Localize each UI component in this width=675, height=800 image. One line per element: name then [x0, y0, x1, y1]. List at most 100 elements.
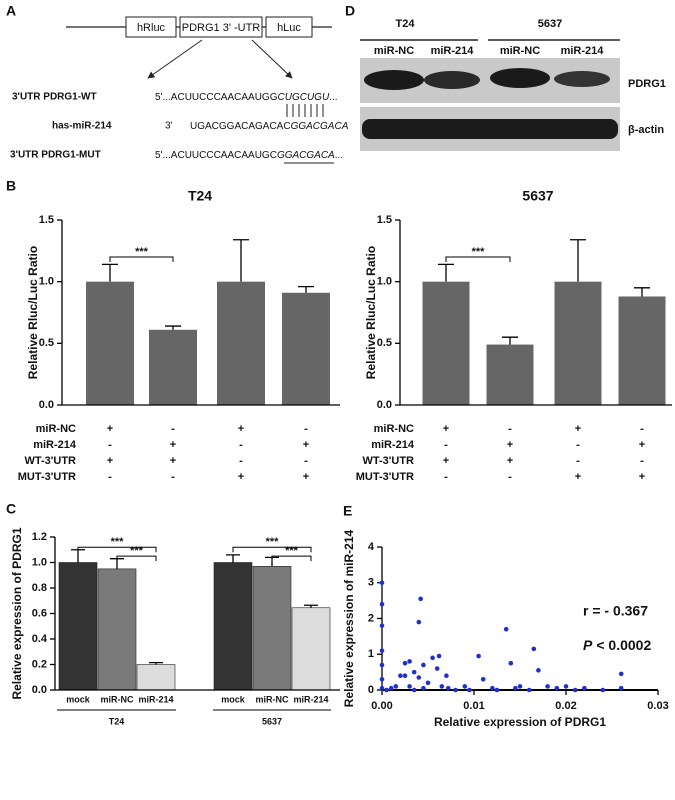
condition-mark: + — [507, 455, 513, 467]
y-tick-label: 1.0 — [32, 556, 47, 568]
western-blot: T24 5637 miR-NC miR-214 miR-NC miR-214 P… — [360, 18, 666, 151]
significance-label: *** — [472, 246, 486, 258]
condition-mark: - — [576, 439, 580, 451]
condition-mark: - — [171, 471, 175, 483]
panel-label: B — [6, 178, 16, 194]
significance-bracket — [445, 256, 511, 262]
point — [503, 626, 509, 632]
condition-mark: - — [108, 471, 112, 483]
point — [508, 660, 514, 666]
condition-mark: - — [304, 423, 308, 435]
condition-mark: + — [303, 471, 309, 483]
bar — [554, 281, 602, 405]
point — [439, 684, 445, 689]
bar-label: miR-214 — [293, 694, 328, 704]
sequence-part: UGACGGACAGACAC — [190, 121, 291, 132]
p-symbol: P — [583, 637, 593, 653]
point — [430, 655, 435, 661]
error-bar — [165, 325, 181, 330]
condition-mark: + — [107, 423, 113, 435]
y-tick-label: 1 — [368, 648, 374, 660]
arrow — [147, 39, 203, 79]
significance-label: *** — [285, 545, 299, 557]
point — [425, 680, 431, 686]
annotation: r = - 0.367 — [583, 603, 648, 619]
condition-mark: + — [507, 439, 513, 451]
condition-label: WT-3'UTR — [25, 455, 77, 467]
point — [379, 601, 385, 607]
point — [554, 685, 560, 691]
y-tick-label: 1.0 — [377, 276, 392, 288]
point — [398, 673, 403, 678]
y-axis-label: Relative Rluc/Luc Ratio — [364, 246, 378, 379]
error-bar — [304, 604, 318, 608]
panel-label: D — [345, 3, 355, 19]
sequence-motif: GGACGACA — [277, 150, 335, 161]
condition-mark: - — [576, 455, 580, 467]
bar — [86, 281, 134, 405]
point — [453, 687, 458, 693]
x-tick-label: 0.03 — [647, 700, 668, 712]
condition-mark: + — [575, 471, 581, 483]
sequence-end: 3' — [165, 121, 173, 132]
bar — [252, 566, 292, 691]
bar-label: mock — [221, 694, 246, 704]
bar — [136, 664, 176, 691]
x-tick-label: 0.01 — [463, 700, 484, 712]
sequence-part: 5'...ACUUCCCAACAAUGC — [155, 150, 277, 161]
y-tick-label: 0.8 — [32, 582, 47, 594]
point — [445, 685, 451, 691]
point — [379, 685, 385, 691]
band — [424, 71, 480, 89]
y-axis-label: Relative Rluc/Luc Ratio — [26, 246, 40, 379]
bar-label: miR-NC — [101, 694, 134, 704]
y-tick-label: 0.0 — [39, 399, 54, 411]
point — [402, 673, 408, 678]
bar-label: miR-214 — [138, 694, 173, 704]
lane-label: miR-NC — [500, 45, 540, 57]
y-tick-label: 4 — [368, 541, 375, 553]
y-tick-label: 0.0 — [32, 684, 47, 696]
significance-label: *** — [130, 545, 144, 557]
band — [554, 71, 610, 87]
error-bar — [226, 554, 240, 563]
point — [421, 662, 426, 668]
significance-bracket — [77, 546, 157, 553]
construct-label: PDRG1 3' -UTR — [182, 22, 261, 34]
error-bar — [298, 285, 314, 293]
point — [467, 687, 472, 693]
sequence: UGACGGACAGACACGGACGACA — [190, 121, 349, 132]
bar — [618, 296, 666, 405]
condition-label: miR-NC — [374, 423, 414, 435]
condition-mark: + — [238, 423, 244, 435]
p-text: < 0.0002 — [596, 637, 651, 653]
condition-mark: + — [443, 455, 449, 467]
point — [379, 662, 385, 668]
construct-box — [265, 16, 313, 38]
sequence: 5'...ACUUCCCAACAAUGCGGACGACA... — [155, 150, 343, 161]
error-bar — [233, 239, 249, 282]
y-tick-label: 0.2 — [32, 658, 47, 670]
panel-label: C — [6, 501, 16, 517]
condition-label: MUT-3'UTR — [18, 471, 76, 483]
error-bar — [149, 661, 163, 665]
bar — [97, 568, 137, 691]
point — [416, 619, 422, 625]
condition-mark: + — [639, 471, 645, 483]
point — [572, 687, 578, 693]
point — [407, 659, 412, 664]
condition-mark: - — [239, 455, 243, 467]
sequence-part: ... — [329, 92, 337, 103]
lane-label: miR-NC — [374, 45, 414, 57]
chart-title: 5637 — [522, 188, 553, 204]
y-tick-label: 1.5 — [377, 214, 392, 226]
condition-mark: + — [575, 423, 581, 435]
significance-bracket — [116, 555, 157, 562]
condition-mark: + — [639, 439, 645, 451]
y-tick-label: 1.5 — [39, 214, 54, 226]
point — [379, 676, 385, 682]
pairing-lines — [286, 104, 324, 117]
y-tick-label: 0 — [368, 684, 374, 696]
lane-label: miR-214 — [561, 45, 605, 57]
